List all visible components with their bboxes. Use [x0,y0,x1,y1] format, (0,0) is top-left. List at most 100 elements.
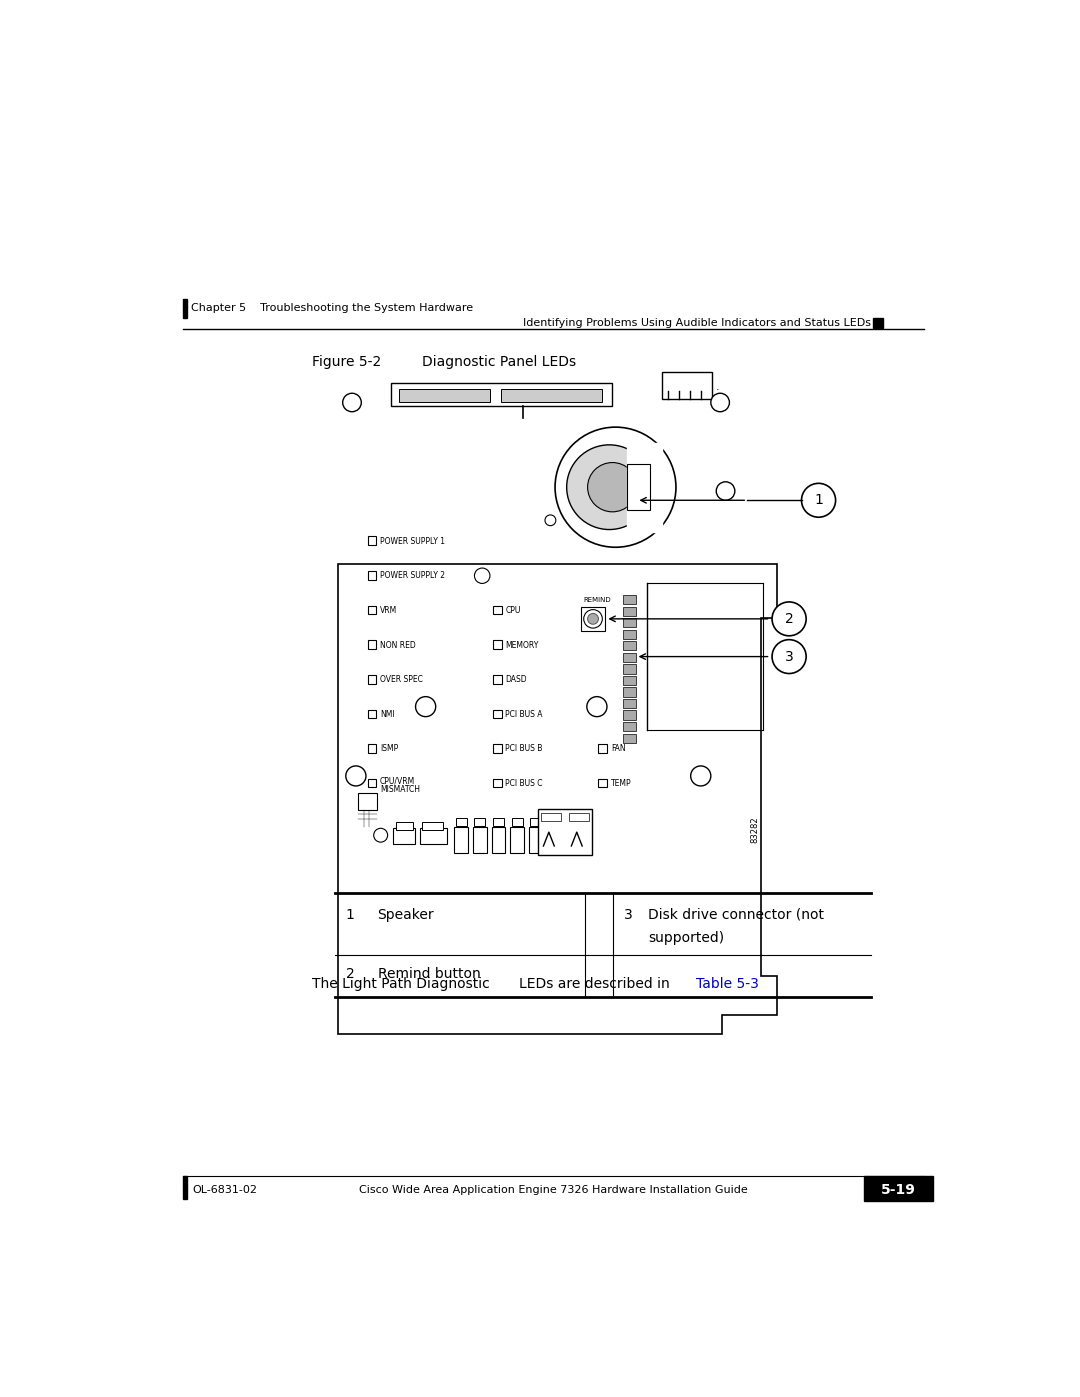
Bar [623,595,636,605]
Bar [396,823,414,830]
Bar [623,711,636,719]
Bar [367,571,376,580]
Circle shape [711,393,729,412]
Text: CPU: CPU [505,606,521,615]
Circle shape [555,427,676,548]
Text: Remind button: Remind button [378,967,481,981]
Text: 2: 2 [785,612,794,626]
Circle shape [691,766,711,787]
Bar [367,780,376,788]
Bar [456,819,467,826]
Text: 2: 2 [346,967,354,981]
Text: REMIND: REMIND [583,598,610,604]
Bar [529,827,542,854]
Bar [494,819,504,826]
Bar [623,676,636,685]
Bar [367,675,376,683]
Bar [494,745,501,753]
Text: 5-19: 5-19 [881,1183,916,1197]
Bar [623,652,636,662]
Text: 3: 3 [624,908,633,922]
Text: .: . [716,383,719,393]
Bar [474,819,485,826]
Bar [494,710,501,718]
Bar [494,640,501,648]
Text: LEDs are described in: LEDs are described in [519,977,671,990]
Bar [455,827,469,854]
Bar [623,630,636,638]
Bar [662,372,713,398]
Bar [359,793,377,810]
Circle shape [342,393,362,412]
Bar [623,641,636,651]
Text: PCI BUS C: PCI BUS C [505,780,543,788]
Bar [623,698,636,708]
Circle shape [586,697,607,717]
Polygon shape [338,564,777,1034]
Text: VRM: VRM [380,606,397,615]
Text: ISMP: ISMP [380,745,399,753]
Circle shape [567,444,652,529]
Circle shape [545,515,556,525]
Bar [399,388,490,402]
Bar [598,780,607,788]
Bar [541,813,562,820]
Bar [623,617,636,627]
Text: supported): supported) [648,930,725,944]
Bar [420,827,446,844]
Bar [491,827,505,854]
Circle shape [583,609,603,629]
Circle shape [588,462,637,511]
Bar [391,383,611,407]
Text: Diagnostic Panel LEDs: Diagnostic Panel LEDs [422,355,576,369]
Circle shape [772,640,806,673]
Bar [530,819,541,826]
Text: Speaker: Speaker [378,908,434,922]
Text: 1: 1 [346,908,354,922]
Text: POWER SUPPLY 1: POWER SUPPLY 1 [380,536,445,546]
Bar [623,606,636,616]
Text: Chapter 5    Troubleshooting the System Hardware: Chapter 5 Troubleshooting the System Har… [191,303,473,313]
Circle shape [474,569,490,584]
Text: 1: 1 [814,493,823,507]
Bar [623,722,636,731]
Text: The Light Path Diagnostic: The Light Path Diagnostic [312,977,489,990]
Text: PCI BUS A: PCI BUS A [505,710,543,719]
Circle shape [588,613,598,624]
Bar [538,809,592,855]
Bar [367,745,376,753]
Bar [873,317,882,328]
Bar [623,733,636,743]
Bar [393,827,415,844]
Bar [598,745,607,753]
Text: TEMP: TEMP [611,780,632,788]
Bar [627,443,662,532]
Text: MEMORY: MEMORY [505,641,539,650]
Text: 83282: 83282 [751,816,759,844]
Bar [569,813,590,820]
Bar [473,827,487,854]
Text: MISMATCH: MISMATCH [380,785,420,795]
Text: FAN: FAN [611,745,625,753]
Bar [367,710,376,718]
Bar [623,665,636,673]
Circle shape [716,482,734,500]
Bar [512,819,523,826]
Text: Figure 5-2: Figure 5-2 [312,355,381,369]
Text: Disk drive connector (not: Disk drive connector (not [648,908,824,922]
Bar [367,640,376,648]
Text: PCI BUS B: PCI BUS B [505,745,543,753]
Text: NON RED: NON RED [380,641,416,650]
Bar [623,687,636,697]
Circle shape [416,697,435,717]
Bar [494,606,501,615]
Bar [864,1176,933,1201]
Bar [494,780,501,788]
Text: NMI: NMI [380,710,394,719]
Bar [367,536,376,545]
Bar [627,464,650,510]
Bar [183,299,187,317]
Text: Cisco Wide Area Application Engine 7326 Hardware Installation Guide: Cisco Wide Area Application Engine 7326 … [360,1185,747,1196]
Bar [581,606,606,631]
Text: Identifying Problems Using Audible Indicators and Status LEDs: Identifying Problems Using Audible Indic… [523,319,872,328]
